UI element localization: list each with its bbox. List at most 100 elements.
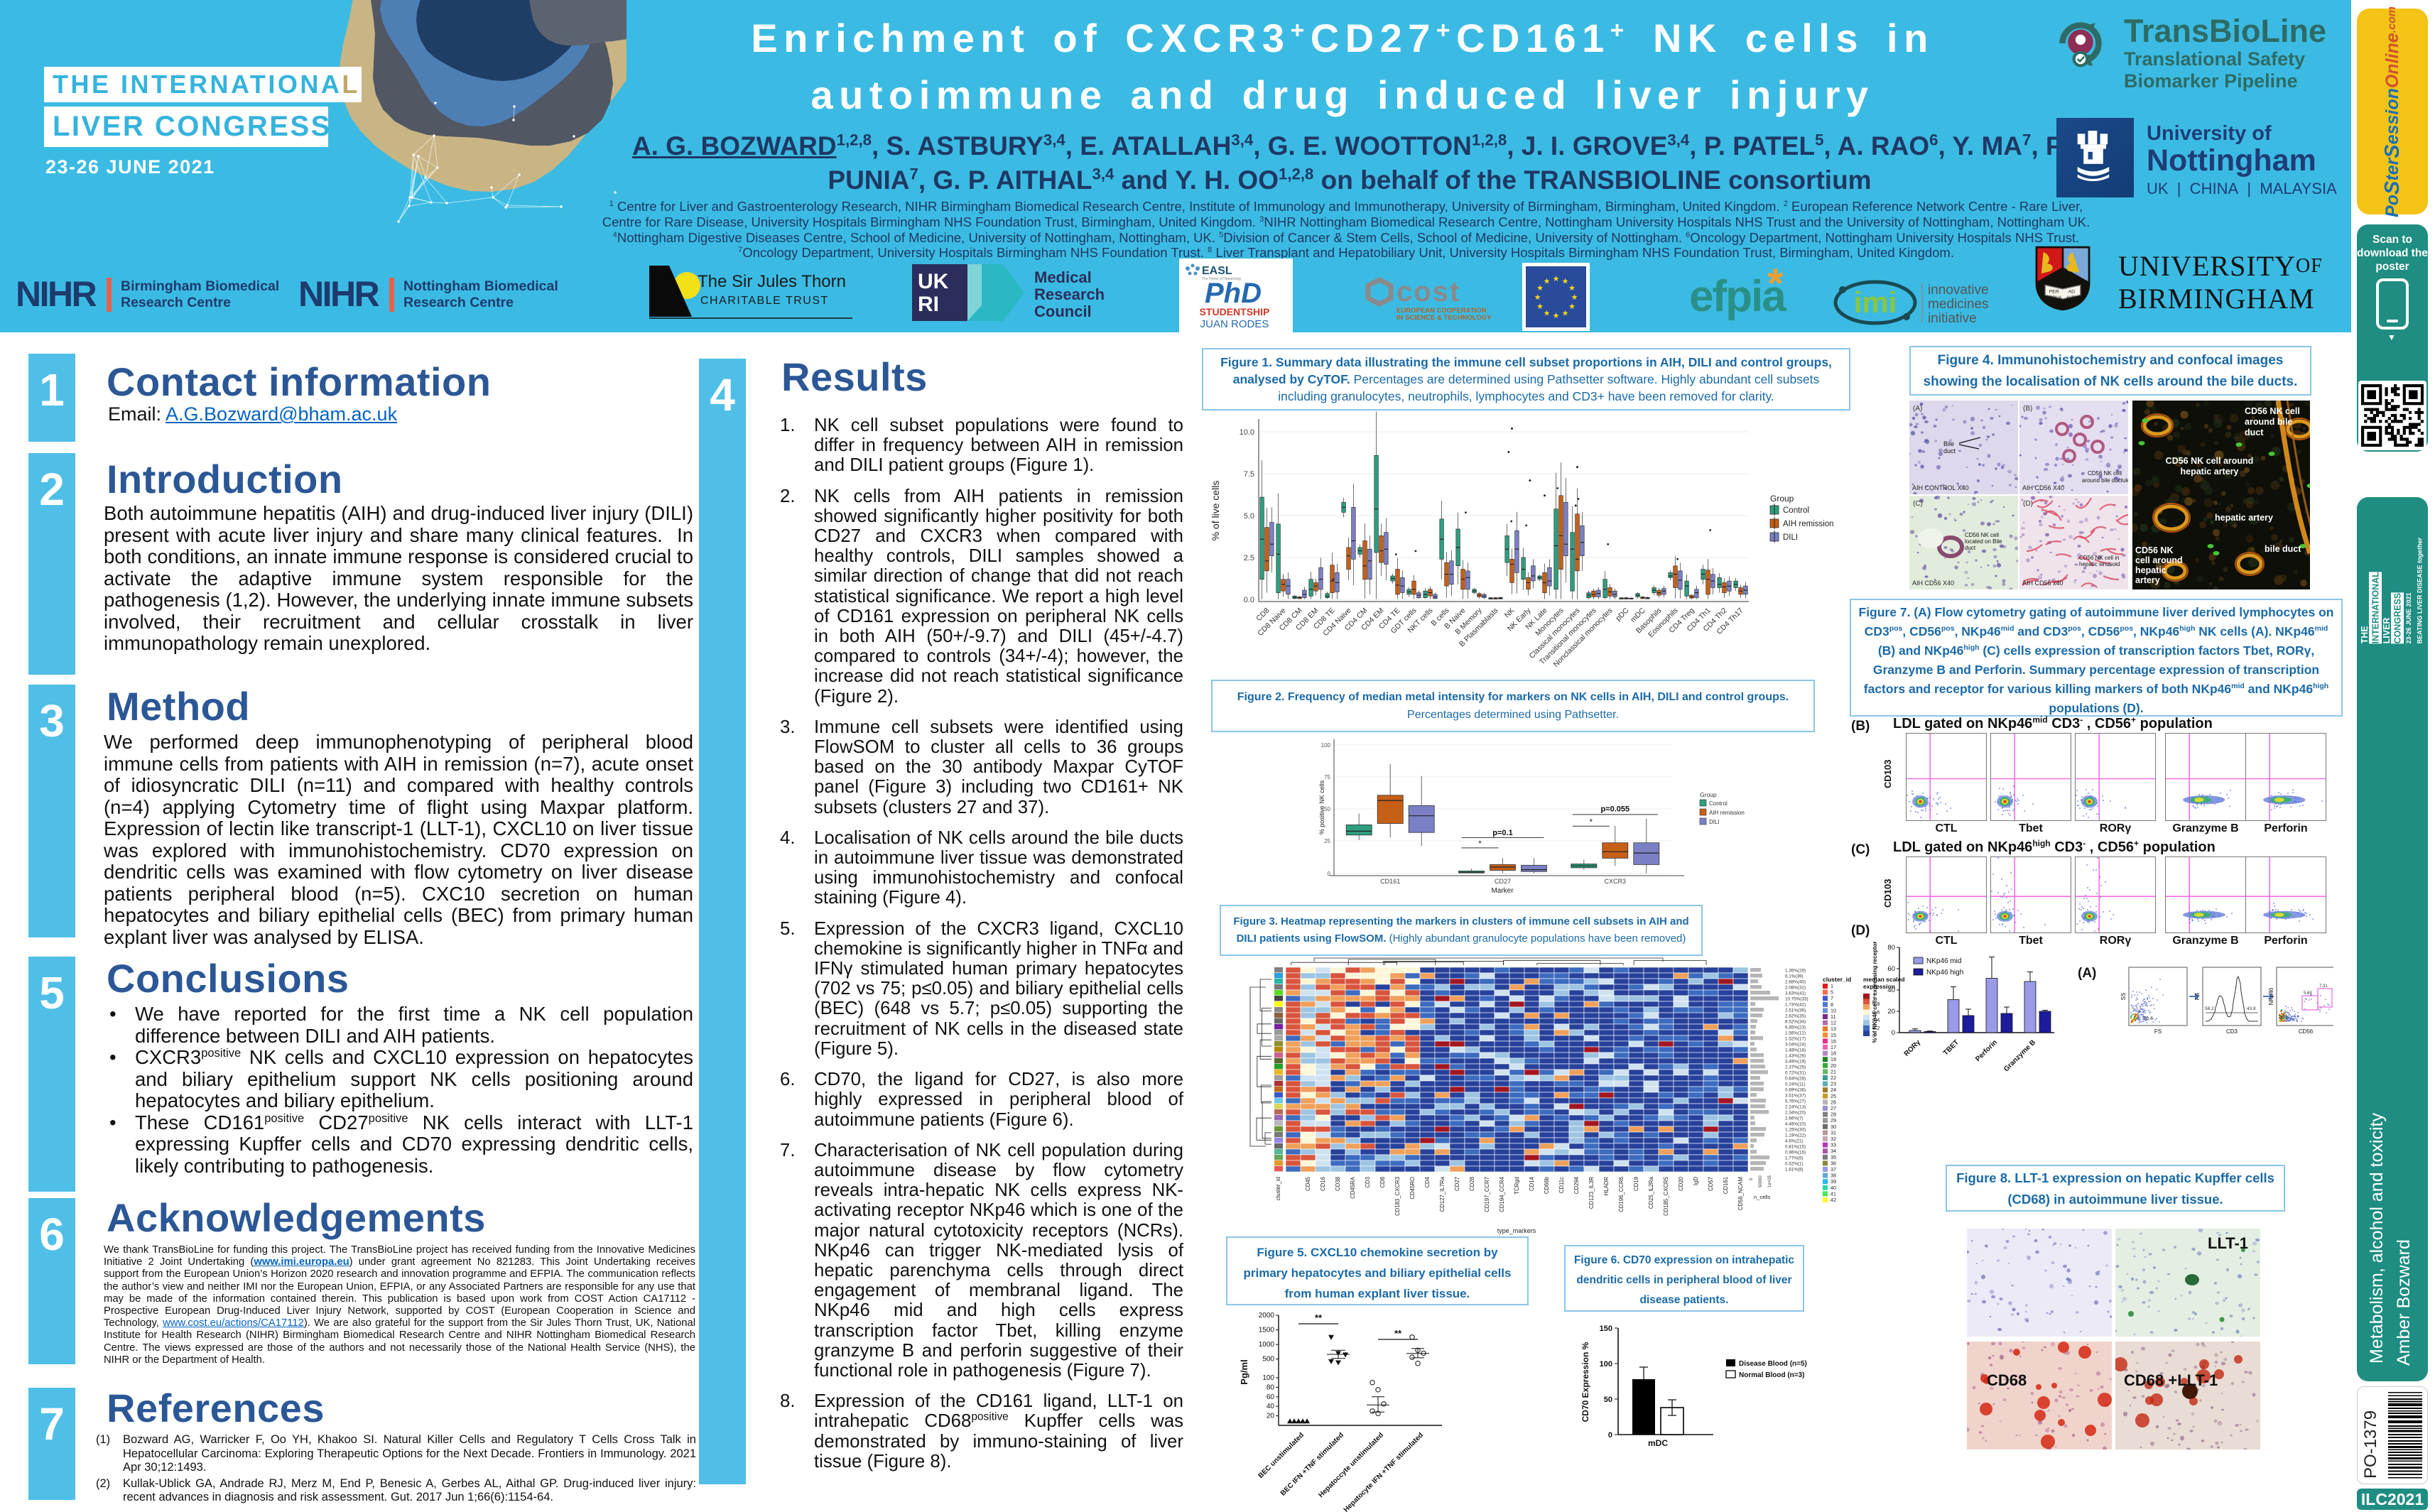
svg-text:0.64%(28): 0.64%(28) [1785, 1076, 1806, 1081]
svg-text:1.19%(22): 1.19%(22) [1785, 1133, 1806, 1138]
svg-text:CD14: CD14 [1529, 1176, 1535, 1191]
svg-text:10.75%(33): 10.75%(33) [1785, 996, 1808, 1001]
svg-text:39: 39 [1831, 1178, 1836, 1185]
svg-text:STUDENTSHIP: STUDENTSHIP [1200, 306, 1270, 317]
svg-text:The Sir Jules Thorn: The Sir Jules Thorn [698, 272, 846, 291]
svg-text:100: 100 [1600, 1360, 1612, 1369]
svg-text:2.66%(7): 2.66%(7) [1785, 1116, 1804, 1121]
svg-text:DILI: DILI [1783, 533, 1798, 542]
svg-text:CD4: CD4 [1424, 1176, 1431, 1187]
svg-text:4.6%(21): 4.6%(21) [1785, 1138, 1804, 1143]
svg-text:NKp46 mid: NKp46 mid [1926, 957, 1961, 965]
svg-text:SS: SS [2120, 993, 2127, 1001]
svg-text:Granzyme B: Granzyme B [2002, 1038, 2037, 1073]
svg-text:CD8: CD8 [1379, 1177, 1386, 1188]
svg-text:17: 17 [1831, 1044, 1836, 1050]
svg-text:CD161: CD161 [1723, 1177, 1729, 1194]
svg-text:CD19: CD19 [1633, 1177, 1639, 1191]
svg-text:AIH CD56 X40: AIH CD56 X40 [1912, 580, 1954, 587]
svg-text:5.76%(27): 5.76%(27) [1785, 1099, 1806, 1104]
svg-text:13: 13 [1831, 1026, 1836, 1032]
svg-text:PhD: PhD [1205, 278, 1262, 309]
svg-text:38: 38 [1831, 1173, 1836, 1179]
svg-text:80: 80 [1267, 1383, 1275, 1391]
svg-text:CD45RA: CD45RA [1350, 1176, 1356, 1199]
svg-text:AIH CONTROL X40: AIH CONTROL X40 [1912, 484, 1969, 491]
svg-text:10: 10 [1831, 1007, 1836, 1013]
svg-text:★: ★ [1571, 293, 1578, 302]
svg-text:3.04%(24): 3.04%(24) [1785, 1042, 1806, 1047]
svg-text:ARDUA: ARDUA [2046, 295, 2062, 300]
svg-text:100: 100 [1262, 1374, 1274, 1382]
svg-text:34: 34 [1831, 1148, 1836, 1154]
svg-text:37: 37 [1831, 1166, 1836, 1173]
svg-text:cost: cost [1397, 276, 1460, 308]
svg-text:★: ★ [1568, 303, 1576, 311]
svg-text:30: 30 [1831, 1124, 1836, 1130]
svg-text:CD38: CD38 [1335, 1177, 1341, 1191]
svg-text:Council: Council [1034, 303, 1092, 320]
svg-text:7.31: 7.31 [2319, 984, 2328, 989]
svg-text:0.8: 0.8 [1872, 1001, 1880, 1007]
svg-text:0.2: 0.2 [1872, 1025, 1880, 1031]
svg-text:n_cells: n_cells [1754, 1194, 1771, 1200]
svg-text:CD123_IL3R: CD123_IL3R [1588, 1177, 1595, 1209]
svg-text:CD294: CD294 [1573, 1176, 1580, 1194]
svg-text:20: 20 [1887, 1008, 1895, 1016]
svg-text:CD57: CD57 [1708, 1177, 1714, 1191]
svg-text:2.51%(36): 2.51%(36) [1785, 1008, 1806, 1013]
svg-text:RORγ: RORγ [1903, 1038, 1923, 1058]
svg-text:11: 11 [1831, 1013, 1835, 1020]
svg-text:NKp46 high: NKp46 high [1926, 969, 1963, 977]
svg-text:42: 42 [1831, 1197, 1836, 1203]
svg-text:1e+05: 1e+05 [1768, 1175, 1772, 1187]
svg-text:4.46%(10): 4.46%(10) [1785, 1121, 1806, 1126]
svg-text:median scaled: median scaled [1863, 976, 1905, 983]
svg-text:1.43%(26): 1.43%(26) [1785, 1053, 1806, 1058]
svg-text:★: ★ [1568, 284, 1576, 293]
svg-text:EASL: EASL [1202, 265, 1232, 277]
svg-text:RI: RI [918, 293, 939, 316]
svg-text:Group: Group [1700, 791, 1717, 798]
svg-text:7: 7 [1831, 995, 1833, 1001]
svg-text:type_markers: type_markers [1497, 1227, 1536, 1234]
svg-text:50000: 50000 [1759, 1175, 1763, 1187]
svg-text:20.4: 20.4 [2143, 1016, 2153, 1021]
svg-text:CD56_NCAM: CD56_NCAM [1737, 1177, 1744, 1210]
svg-text:CD3: CD3 [2226, 1028, 2238, 1035]
svg-text:TBET: TBET [1942, 1038, 1961, 1057]
svg-text:0: 0 [1750, 1177, 1754, 1180]
svg-text:23: 23 [1831, 1081, 1836, 1087]
svg-text:AIH CD56 X40: AIH CD56 X40 [2022, 484, 2064, 491]
svg-text:Normal Blood (n=3): Normal Blood (n=3) [1739, 1371, 1805, 1379]
svg-text:cluster_id: cluster_id [1275, 1177, 1281, 1200]
svg-text:**: ** [1394, 1328, 1402, 1339]
svg-text:75: 75 [1324, 774, 1330, 781]
svg-text:Bile: Bile [1943, 440, 1954, 447]
svg-text:AD: AD [2068, 290, 2076, 295]
svg-text:16: 16 [1831, 1038, 1836, 1044]
svg-text:0.24%(11): 0.24%(11) [1785, 1082, 1806, 1087]
svg-text:★: ★ [1544, 278, 1551, 286]
svg-text:0.52%(1): 0.52%(1) [1785, 1161, 1804, 1166]
svg-text:(A): (A) [1913, 405, 1922, 413]
svg-text:60: 60 [1887, 965, 1895, 973]
svg-text:29: 29 [1831, 1117, 1836, 1124]
svg-text:AIH remission: AIH remission [1709, 810, 1745, 816]
svg-text:20: 20 [1267, 1413, 1275, 1420]
svg-text:% of NKp46 cells expressing r: % of NKp46 cells expressing receptor [1872, 941, 1878, 1043]
svg-text:1.81%(8): 1.81%(8) [1785, 1167, 1804, 1172]
svg-text:CD56: CD56 [2299, 1028, 2314, 1035]
svg-text:CD56 NK cell: CD56 NK cell [2088, 470, 2122, 477]
svg-text:HLADR: HLADR [1603, 1177, 1610, 1196]
svg-text:0: 0 [1872, 1033, 1875, 1039]
svg-text:CD194_CCR4: CD194_CCR4 [1499, 1176, 1505, 1212]
svg-text:2.82%(35): 2.82%(35) [1785, 1013, 1806, 1018]
svg-text:★: ★ [1562, 310, 1569, 318]
svg-text:35: 35 [1831, 1154, 1836, 1160]
svg-text:Pg/ml: Pg/ml [1239, 1359, 1249, 1384]
svg-text:★: ★ [1536, 303, 1544, 311]
svg-text:1: 1 [1831, 983, 1833, 989]
svg-text:2.5: 2.5 [1244, 554, 1254, 562]
svg-text:8: 8 [1831, 1001, 1833, 1008]
